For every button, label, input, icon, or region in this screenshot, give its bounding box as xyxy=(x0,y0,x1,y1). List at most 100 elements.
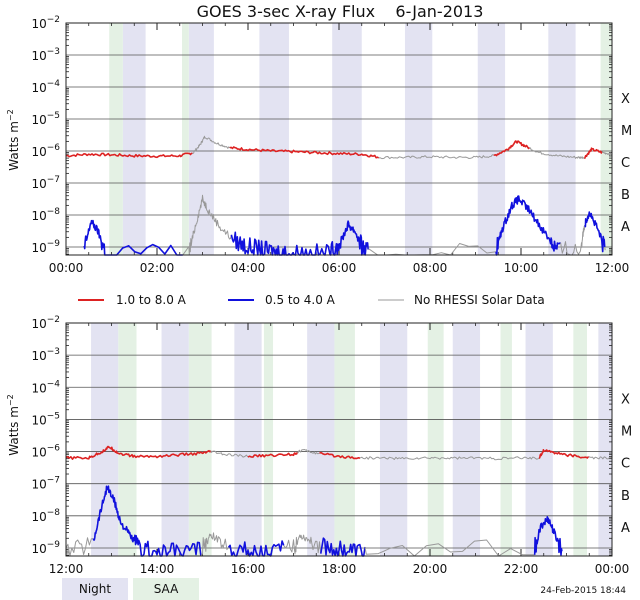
saa-band xyxy=(118,323,137,556)
long-channel-line-no-rhessi xyxy=(601,151,613,156)
saa-band xyxy=(188,323,212,556)
y-tick-label: 10−3 xyxy=(31,347,60,363)
legend: 1.0 to 8.0 A 0.5 to 4.0 A No RHESSI Sola… xyxy=(78,293,545,307)
long-channel-line-no-rhessi xyxy=(588,456,613,460)
x-tick-label: 22:00 xyxy=(504,562,539,576)
long-channel-line xyxy=(538,449,590,459)
saa-band xyxy=(427,323,444,556)
x-tick-label: 00:00 xyxy=(595,562,630,576)
saa-band xyxy=(182,23,189,255)
y-tick-label: 10−2 xyxy=(31,315,60,331)
long-channel-line-no-rhessi xyxy=(378,154,494,160)
y-tick-label: 10−4 xyxy=(31,379,60,395)
y-tick-label: 10−3 xyxy=(31,47,60,63)
flare-class-label: B xyxy=(621,489,630,504)
y-tick-label: 10−4 xyxy=(31,79,60,95)
long-channel-line-no-rhessi xyxy=(529,147,586,160)
x-tick-label: 18:00 xyxy=(322,562,357,576)
short-channel-line-no-rhessi xyxy=(283,534,322,555)
night-band xyxy=(332,23,362,255)
y-tick-label: 10−6 xyxy=(31,143,60,159)
short-channel-line-no-rhessi xyxy=(200,532,229,557)
flare-class-label: X xyxy=(621,392,630,407)
long-channel-line-no-rhessi xyxy=(210,450,249,458)
flare-class-label: M xyxy=(621,424,632,439)
short-channel-line-no-rhessi xyxy=(65,537,94,557)
short-channel-line xyxy=(495,195,562,256)
legend-gray-label: No RHESSI Solar Data xyxy=(414,293,545,307)
flare-class-label: A xyxy=(621,220,630,235)
plot-frame xyxy=(65,22,613,256)
flare-class-label: X xyxy=(621,92,630,107)
x-tick-label: 04:00 xyxy=(231,261,266,275)
saa-band xyxy=(109,23,123,255)
long-channel-line xyxy=(493,140,531,157)
y-tick-label: 10−5 xyxy=(31,111,60,127)
generated-timestamp: 24-Feb-2015 18:44 xyxy=(540,586,626,596)
legend-short-label: 0.5 to 4.0 A xyxy=(265,293,336,307)
y-tick-label: 10−8 xyxy=(31,207,60,223)
bottom-panel: 10−2 10−3 10−4 10−5 10−6 10−7 10−8 10−9 12:00 14:… xyxy=(31,315,632,576)
saa-band xyxy=(500,323,512,556)
long-channel-line xyxy=(65,445,212,460)
x-tick-label: 10:00 xyxy=(504,261,539,275)
x-tick-label: 00:00 xyxy=(49,261,84,275)
x-tick-label: 12:00 xyxy=(595,261,630,275)
night-key-box xyxy=(62,578,128,600)
flare-class-label: B xyxy=(621,188,630,203)
short-channel-line-no-rhessi xyxy=(182,194,232,256)
plot-frame xyxy=(65,322,613,557)
night-band xyxy=(548,23,576,255)
y-tick-label: 10−9 xyxy=(31,239,60,255)
short-channel-line xyxy=(92,485,202,557)
flare-class-label: M xyxy=(621,124,632,139)
x-tick-label: 16:00 xyxy=(231,562,266,576)
short-channel-line-no-rhessi xyxy=(604,246,606,251)
long-channel-line-no-rhessi xyxy=(297,449,320,455)
y-axis-label-bottom: Watts m−2 xyxy=(6,394,21,455)
night-band xyxy=(404,23,433,255)
flare-class-label: C xyxy=(621,156,630,171)
night-band xyxy=(598,323,612,556)
saa-key-box xyxy=(133,578,199,600)
y-tick-label: 10−7 xyxy=(31,175,60,191)
short-channel-line-no-rhessi xyxy=(560,225,586,256)
night-band xyxy=(161,323,189,556)
y-tick-label: 10−2 xyxy=(31,15,60,31)
flare-class-label: A xyxy=(621,521,630,536)
long-channel-line xyxy=(65,152,193,159)
x-tick-label: 20:00 xyxy=(413,562,448,576)
night-band xyxy=(122,23,146,255)
y-tick-label: 10−8 xyxy=(31,508,60,524)
short-channel-line xyxy=(227,540,285,557)
saa-band xyxy=(600,23,612,255)
saa-key-label: SAA xyxy=(154,582,179,596)
short-channel-line xyxy=(533,516,563,556)
night-band xyxy=(259,23,289,255)
night-band xyxy=(452,323,481,556)
x-tick-label: 14:00 xyxy=(140,562,175,576)
saa-band xyxy=(573,323,587,556)
night-band xyxy=(379,323,408,556)
saa-band xyxy=(263,323,274,556)
saa-band xyxy=(334,323,355,556)
night-band xyxy=(525,323,553,556)
night-band xyxy=(91,323,119,556)
chart-title: GOES 3-sec X-ray Flux 6-Jan-2013 xyxy=(197,2,484,21)
x-tick-label: 06:00 xyxy=(322,261,357,275)
short-channel-line xyxy=(83,219,183,256)
x-tick-label: 12:00 xyxy=(49,562,84,576)
y-tick-label: 10−7 xyxy=(31,476,60,492)
long-channel-line xyxy=(583,147,603,159)
long-channel-line-no-rhessi xyxy=(192,135,231,154)
long-channel-line xyxy=(229,146,380,159)
night-band xyxy=(477,23,506,255)
x-tick-label: 02:00 xyxy=(140,261,175,275)
short-channel-line xyxy=(230,220,369,256)
band-key: Night SAA xyxy=(62,578,199,600)
x-tick-label: 08:00 xyxy=(413,261,448,275)
y-axis-label-top: Watts m−2 xyxy=(6,109,21,170)
y-tick-label: 10−6 xyxy=(31,444,60,460)
y-tick-label: 10−5 xyxy=(31,411,60,427)
long-channel-line xyxy=(319,451,361,460)
